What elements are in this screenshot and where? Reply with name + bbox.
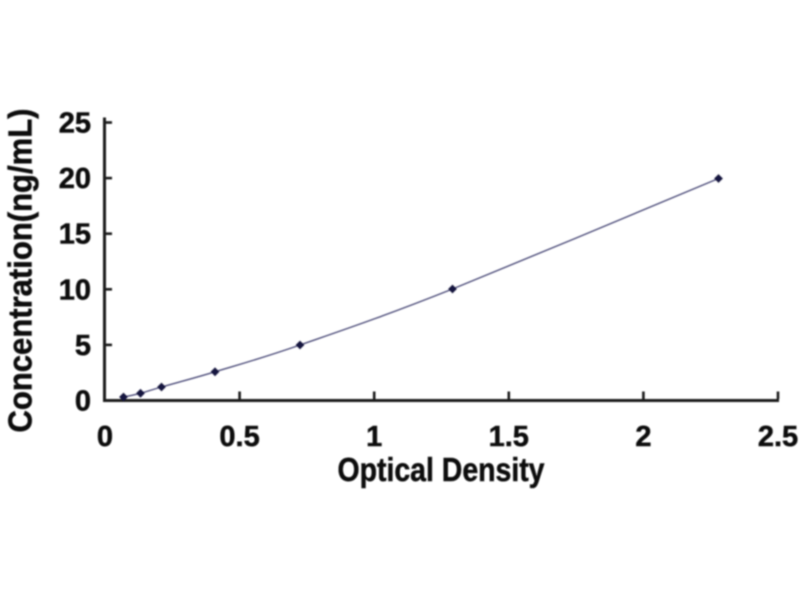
svg-text:0: 0 <box>75 386 91 418</box>
svg-text:15: 15 <box>59 219 91 251</box>
svg-text:20: 20 <box>59 163 91 195</box>
svg-text:Concentration(ng/mL): Concentration(ng/mL) <box>2 109 39 433</box>
svg-text:25: 25 <box>59 108 91 140</box>
svg-text:1: 1 <box>366 421 382 453</box>
svg-text:2.5: 2.5 <box>758 421 798 453</box>
svg-text:10: 10 <box>59 274 91 306</box>
svg-text:Optical Density: Optical Density <box>338 451 546 488</box>
svg-text:5: 5 <box>75 330 91 362</box>
svg-text:2: 2 <box>635 421 651 453</box>
svg-text:1.5: 1.5 <box>489 421 529 453</box>
svg-text:0.5: 0.5 <box>219 421 259 453</box>
svg-text:0: 0 <box>97 421 113 453</box>
